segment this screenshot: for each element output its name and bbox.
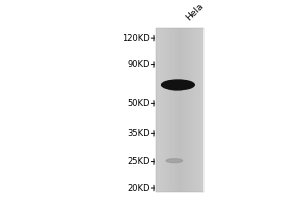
Bar xyxy=(164,28,166,192)
Bar xyxy=(183,28,184,192)
Text: 50KD: 50KD xyxy=(128,99,150,108)
Bar xyxy=(167,28,168,192)
Bar xyxy=(178,28,180,192)
Text: 120KD: 120KD xyxy=(122,34,150,43)
Bar xyxy=(193,28,194,192)
Bar xyxy=(194,28,195,192)
Bar xyxy=(180,28,181,192)
Text: 90KD: 90KD xyxy=(128,60,150,69)
Bar xyxy=(170,28,171,192)
Bar xyxy=(198,28,199,192)
Bar xyxy=(199,28,200,192)
Bar xyxy=(171,28,172,192)
Bar xyxy=(162,28,163,192)
Ellipse shape xyxy=(165,81,191,89)
Bar xyxy=(158,28,160,192)
Bar xyxy=(181,28,182,192)
Ellipse shape xyxy=(168,82,188,88)
Bar xyxy=(184,28,186,192)
Bar xyxy=(160,28,161,192)
Ellipse shape xyxy=(162,80,194,90)
Text: Hela: Hela xyxy=(184,1,205,22)
Bar xyxy=(196,28,198,192)
Bar xyxy=(186,28,187,192)
Bar xyxy=(187,28,188,192)
Bar xyxy=(201,28,202,192)
Bar xyxy=(157,28,158,192)
Bar xyxy=(190,28,192,192)
Bar xyxy=(156,28,157,192)
Bar xyxy=(188,28,189,192)
Bar xyxy=(174,28,175,192)
Bar xyxy=(166,28,167,192)
Ellipse shape xyxy=(167,85,185,90)
Text: 25KD: 25KD xyxy=(128,157,150,166)
Bar xyxy=(202,28,203,192)
Bar xyxy=(169,28,170,192)
Bar xyxy=(163,28,164,192)
Bar xyxy=(175,28,176,192)
Bar xyxy=(189,28,190,192)
Ellipse shape xyxy=(166,159,182,163)
Bar xyxy=(195,28,196,192)
Bar xyxy=(168,28,169,192)
Bar xyxy=(156,28,203,192)
Bar xyxy=(192,28,193,192)
Text: 35KD: 35KD xyxy=(128,129,150,138)
Bar xyxy=(176,28,177,192)
Bar xyxy=(200,28,201,192)
Bar xyxy=(182,28,183,192)
Bar xyxy=(161,28,162,192)
Bar xyxy=(172,28,174,192)
Bar xyxy=(177,28,178,192)
Text: 20KD: 20KD xyxy=(128,184,150,193)
